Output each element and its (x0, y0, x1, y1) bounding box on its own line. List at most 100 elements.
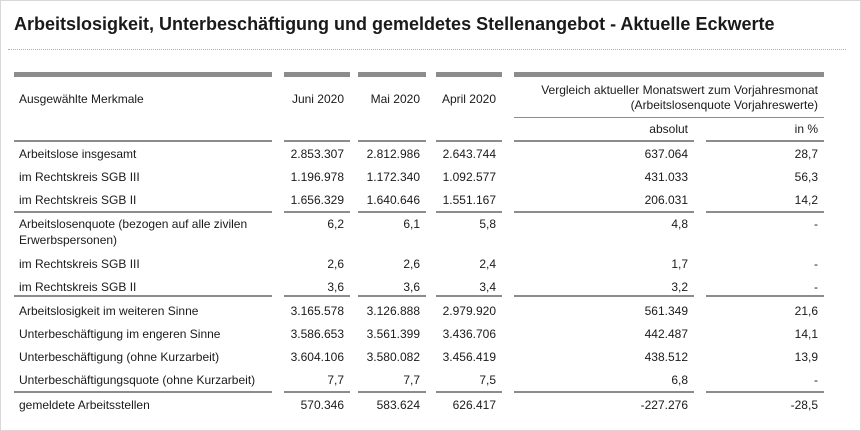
group-rule-1-april (436, 140, 502, 142)
header-april: April 2020 (441, 92, 496, 106)
group-rule-2-juni (284, 211, 350, 213)
cell-juni: 3.165.578 (290, 304, 344, 318)
group-rule-4-absolut (514, 391, 694, 393)
title-divider (8, 49, 846, 50)
cell-juni: 3.604.106 (290, 350, 344, 364)
header-bar-feature (14, 72, 272, 77)
group-rule-3-mai (358, 295, 426, 297)
row-label: im Rechtskreis SGB II (19, 193, 137, 207)
group-rule-3-percent (706, 295, 824, 297)
cell-juni: 2,6 (327, 257, 344, 271)
cell-percent: 28,7 (794, 147, 818, 161)
cell-april: 1.551.167 (442, 193, 496, 207)
cell-percent: - (814, 373, 818, 387)
group-rule-2-april (436, 211, 502, 213)
group-rule-4-mai (358, 391, 426, 393)
cell-mai: 1.640.646 (366, 193, 420, 207)
cell-juni: 7,7 (327, 373, 344, 387)
header-comparison-line2: (Arbeitslosenquote Vorjahreswerte) (630, 98, 818, 112)
cell-april: 2.643.744 (442, 147, 496, 161)
header-feature: Ausgewählte Merkmale (19, 92, 144, 106)
cell-mai: 3,6 (403, 280, 420, 294)
cell-april: 2.979.920 (442, 304, 496, 318)
header-comparison-line1: Vergleich aktueller Monatswert zum Vorja… (541, 83, 818, 97)
cell-juni: 2.853.307 (290, 147, 344, 161)
cell-percent: 14,1 (794, 327, 818, 341)
header-mai: Mai 2020 (370, 92, 420, 106)
cell-percent: 14,2 (794, 193, 818, 207)
cell-juni: 6,2 (327, 217, 344, 231)
header-bar-april (436, 72, 502, 77)
cell-percent: 21,6 (794, 304, 818, 318)
row-label: Unterbeschäftigung im engeren Sinne (19, 327, 221, 341)
cell-april: 2,4 (479, 257, 496, 271)
group-rule-2-mai (358, 211, 426, 213)
cell-mai: 583.624 (376, 398, 420, 412)
cell-absolut: 637.064 (644, 147, 688, 161)
cell-absolut: -227.276 (640, 398, 688, 412)
cell-percent: - (814, 257, 818, 271)
cell-absolut: 6,8 (671, 373, 688, 387)
row-label: Arbeitslosenquote (bezogen auf alle zivi… (19, 217, 248, 231)
row-label: Unterbeschäftigungsquote (ohne Kurzarbei… (19, 373, 256, 387)
group-rule-1-mai (358, 140, 426, 142)
page-title: Arbeitslosigkeit, Unterbeschäftigung und… (14, 14, 775, 34)
group-rule-3-absolut (514, 295, 694, 297)
group-rule-1-feature (14, 140, 272, 142)
cell-absolut: 438.512 (644, 350, 688, 364)
cell-percent: - (814, 280, 818, 294)
header-bar-mai (358, 72, 426, 77)
cell-juni: 570.346 (300, 398, 344, 412)
group-rule-1-percent (706, 140, 824, 142)
cell-april: 3.436.706 (442, 327, 496, 341)
cell-juni: 3,6 (327, 280, 344, 294)
group-rule-2-percent (706, 211, 824, 213)
cell-absolut: 206.031 (644, 193, 688, 207)
cell-percent: -28,5 (790, 398, 818, 412)
cell-absolut: 3,2 (671, 280, 688, 294)
row-label: im Rechtskreis SGB III (19, 257, 140, 271)
row-label: Arbeitslosigkeit im weiteren Sinne (19, 304, 199, 318)
group-rule-1-juni (284, 140, 350, 142)
row-label: Unterbeschäftigung (ohne Kurzarbeit) (19, 350, 220, 364)
cell-juni: 1.196.978 (290, 170, 344, 184)
header-juni: Juni 2020 (291, 92, 344, 106)
cell-percent: 13,9 (794, 350, 818, 364)
header-percent: in % (794, 122, 818, 136)
header-bar-juni (284, 72, 350, 77)
cell-mai: 1.172.340 (366, 170, 420, 184)
cell-mai: 3.561.399 (366, 327, 420, 341)
group-rule-3-feature (14, 295, 272, 297)
cell-mai: 2.812.986 (366, 147, 420, 161)
cell-mai: 3.580.082 (366, 350, 420, 364)
row-label-continued: Erwerbspersonen) (19, 233, 118, 247)
group-rule-4-percent (706, 391, 824, 393)
cell-mai: 7,7 (403, 373, 420, 387)
cell-juni: 3.586.653 (290, 327, 344, 341)
cell-april: 1.092.577 (442, 170, 496, 184)
cell-april: 626.417 (452, 398, 496, 412)
cell-april: 3.456.419 (442, 350, 496, 364)
cell-mai: 6,1 (403, 217, 420, 231)
cell-percent: 56,3 (794, 170, 818, 184)
group-rule-2-absolut (514, 211, 694, 213)
row-label: im Rechtskreis SGB III (19, 170, 140, 184)
cell-april: 5,8 (479, 217, 496, 231)
header-absolut: absolut (649, 122, 688, 136)
group-rule-4-april (436, 391, 502, 393)
row-label: Arbeitslose insgesamt (19, 147, 137, 161)
cell-juni: 1.656.329 (290, 193, 344, 207)
cell-april: 7,5 (479, 373, 496, 387)
header-bar-comparison (514, 72, 824, 77)
cell-mai: 3.126.888 (366, 304, 420, 318)
cell-april: 3,4 (479, 280, 496, 294)
cell-absolut: 4,8 (671, 217, 688, 231)
cell-absolut: 561.349 (644, 304, 688, 318)
cell-absolut: 431.033 (644, 170, 688, 184)
group-rule-3-april (436, 295, 502, 297)
cell-percent: - (814, 217, 818, 231)
cell-absolut: 442.487 (644, 327, 688, 341)
row-label: im Rechtskreis SGB II (19, 280, 137, 294)
subheader-rule (514, 117, 824, 118)
group-rule-3-juni (284, 295, 350, 297)
